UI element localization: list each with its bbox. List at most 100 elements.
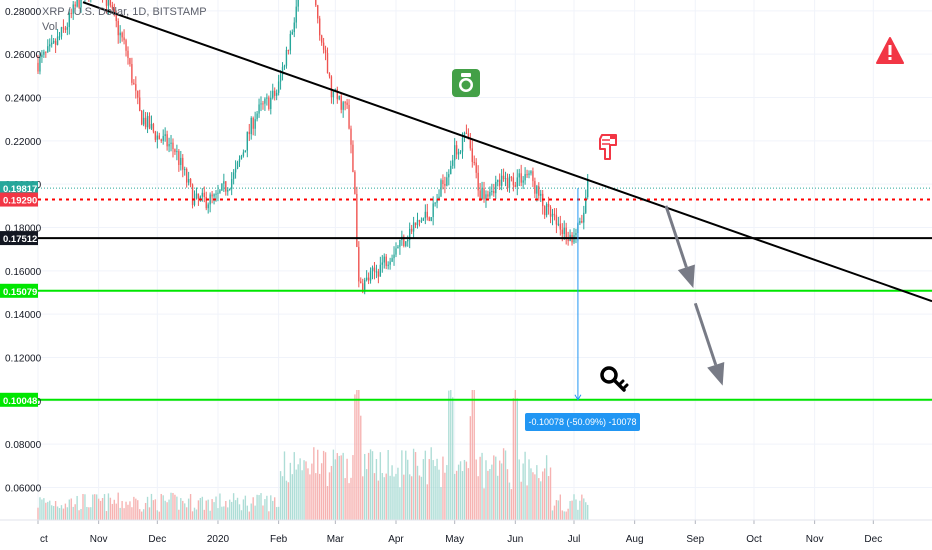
drawings[interactable] [82,1,932,401]
volume-bar [399,487,401,520]
price-tick-label: 0.24000 [5,94,42,105]
volume-bar [555,500,558,520]
price-tick-label: 0.14000 [5,310,42,321]
volume-bar [489,469,491,520]
candle-body [450,165,452,175]
volume-bar [506,469,509,520]
volume-bar [287,482,290,520]
volume-bar [166,502,168,520]
volume-bar [446,465,448,520]
level-lines[interactable] [38,187,932,401]
candle-body [495,181,497,194]
volume-bar [577,509,579,520]
volume-bar [54,501,57,520]
candle-body [221,183,223,191]
volume-bar [524,451,526,520]
descending-trendline[interactable] [82,1,932,303]
projection-arrow-head[interactable] [677,264,695,289]
volume-bar [207,499,209,520]
volume-bar [70,498,72,520]
candle-body [418,219,421,222]
candle-body [45,51,47,53]
candle-body [563,227,565,235]
candle-body [277,81,280,93]
camera-icon[interactable] [452,69,480,97]
candle-body [479,190,481,200]
volume-bar [344,478,346,520]
volume-bar [248,511,250,520]
symbol-header[interactable]: XRP / U.S. Dollar, 1D, BITSTAMP [42,6,207,18]
volume-bar [493,455,495,520]
candle-body [549,206,552,217]
volume-bar [164,500,166,520]
volume-bar [403,474,405,520]
volume-bar [498,460,501,520]
volume-bar [94,494,96,520]
candle-body [115,13,117,21]
volume-bar [342,452,344,520]
volume-bar [101,498,104,520]
key-icon[interactable] [600,366,629,392]
candle-body [481,188,483,200]
candle-body [489,192,491,197]
price-label-text: 0.15079 [3,287,37,298]
volume-bar [438,469,440,520]
candle-body [385,256,387,266]
volume-bar [62,508,65,520]
projection-arrow-shaft[interactable] [664,205,688,268]
volume-bar [199,497,202,520]
candle-body [229,188,231,190]
volume-bar [475,459,477,520]
volume-bar [352,455,354,520]
candle-body [238,159,241,163]
volume-bar [135,498,137,520]
volume-bar [172,492,174,520]
volume-bar [131,507,133,520]
volume-bar [168,499,170,520]
candle-body [326,52,329,74]
candle-body [197,193,200,199]
volume-bar [301,470,303,520]
volume-bar [103,494,106,520]
candle-body [540,193,542,196]
candle-body [348,104,350,129]
volume-bar [553,505,556,520]
volume-bar [587,504,589,520]
volume-bar [385,473,387,520]
warning-icon[interactable] [876,37,904,64]
volume-bar [180,498,182,520]
candle-body [356,193,358,247]
candle-body [338,95,340,100]
candle-body [364,279,366,293]
volume-bar [332,449,335,520]
volume-bar [260,493,262,520]
projection-arrow-head[interactable] [707,361,725,386]
candle-body [565,227,567,240]
candle-body [461,138,464,152]
volume-bar [268,511,270,520]
volume-bar [518,459,520,520]
volume-bar [74,504,76,520]
price-label-text: 0.10048 [3,396,37,407]
candle-body [291,32,293,34]
candle-body [201,192,204,197]
candle-body [430,217,432,221]
candle-body [258,104,260,114]
time-tick-label: Dec [864,534,882,545]
time-tick-label: Jun [507,534,523,545]
volume-bar [389,475,391,520]
candle-body [76,0,78,7]
candle-body [142,117,145,125]
candle-body [483,188,485,200]
candle-body [250,117,252,135]
candle-body [49,44,51,47]
candle-body [491,190,493,193]
volume-bar [51,505,53,520]
candle-body [551,213,554,217]
volume-bar [426,484,428,520]
time-axis[interactable]: ct Nov Dec 2020 Feb Mar Apr May Jun Jul Aug Sep Oct N… [0,519,932,545]
pointing-hand-icon[interactable] [599,134,617,160]
projection-arrow-shaft[interactable] [693,302,718,366]
volume-bar [84,494,86,520]
